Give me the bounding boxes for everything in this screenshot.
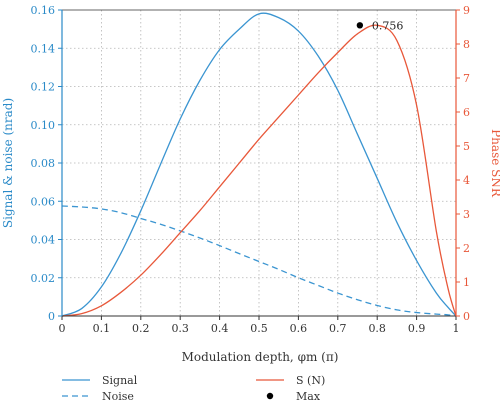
grid bbox=[62, 10, 456, 316]
legend-label: Signal bbox=[102, 374, 138, 387]
y-right-tick-label: 1 bbox=[463, 276, 470, 289]
x-tick-label: 0.1 bbox=[93, 322, 111, 335]
y-left-tick-label: 0.08 bbox=[31, 157, 56, 170]
y-left-tick-label: 0.12 bbox=[31, 81, 56, 94]
snr-curve bbox=[61, 24, 457, 317]
x-tick-label: 0.2 bbox=[132, 322, 150, 335]
signal-curve bbox=[61, 12, 457, 317]
x-tick-label: 0.8 bbox=[368, 322, 386, 335]
y-left-tick-label: 0.10 bbox=[31, 119, 56, 132]
y-right-tick-label: 2 bbox=[463, 242, 470, 255]
y-left-tick-label: 0.02 bbox=[31, 272, 56, 285]
y-right-tick-label: 3 bbox=[463, 208, 470, 221]
legend-item-max: Max bbox=[266, 390, 321, 403]
y-right-tick-label: 6 bbox=[463, 106, 470, 119]
y-left-tick-label: 0.06 bbox=[31, 195, 56, 208]
y-axis-left-label: Signal & noise (nrad) bbox=[1, 98, 15, 228]
legend-swatch bbox=[266, 392, 274, 400]
x-tick-label: 0.7 bbox=[329, 322, 347, 335]
max-point-marker bbox=[356, 22, 364, 29]
y-right-tick-label: 0 bbox=[463, 310, 470, 323]
legend-label: Max bbox=[296, 390, 321, 403]
legend-label: S (N) bbox=[296, 374, 325, 387]
y-left-tick-label: 0.04 bbox=[31, 234, 56, 247]
y-right-tick-label: 8 bbox=[463, 38, 470, 51]
y-right-tick-label: 5 bbox=[463, 140, 470, 153]
x-tick-label: 0.6 bbox=[290, 322, 308, 335]
x-tick-label: 1 bbox=[453, 322, 460, 335]
x-tick-label: 0.9 bbox=[408, 322, 426, 335]
legend-item-signal: Signal bbox=[62, 374, 138, 387]
x-axis-label: Modulation depth, φm (π) bbox=[182, 350, 339, 364]
curves: 0.756 bbox=[61, 12, 457, 317]
legend: Signal Noise S (N) Max bbox=[62, 374, 325, 403]
noise-curve bbox=[61, 205, 457, 317]
x-tick-label: 0.5 bbox=[250, 322, 268, 335]
y-left-tick-label: 0 bbox=[48, 310, 55, 323]
x-tick-label: 0.4 bbox=[211, 322, 229, 335]
y-left-tick-label: 0.16 bbox=[31, 4, 56, 17]
ticks: 0 0.1 0.2 0.3 0.4 0.5 0.6 0.7 0.8 0.9 100.020.040.… bbox=[31, 4, 471, 335]
x-tick-label: 0.3 bbox=[171, 322, 189, 335]
y-right-tick-label: 9 bbox=[463, 4, 470, 17]
max-point-label: 0.756 bbox=[372, 19, 404, 32]
x-tick-label: 0 bbox=[59, 322, 66, 335]
y-right-tick-label: 4 bbox=[463, 174, 470, 187]
y-right-tick-label: 7 bbox=[463, 72, 470, 85]
y-left-tick-label: 0.14 bbox=[31, 42, 56, 55]
y-axis-right-label: Phase SNR bbox=[489, 129, 500, 198]
legend-item-snr: S (N) bbox=[256, 374, 325, 387]
legend-item-noise: Noise bbox=[62, 390, 134, 403]
legend-label: Noise bbox=[102, 390, 134, 403]
